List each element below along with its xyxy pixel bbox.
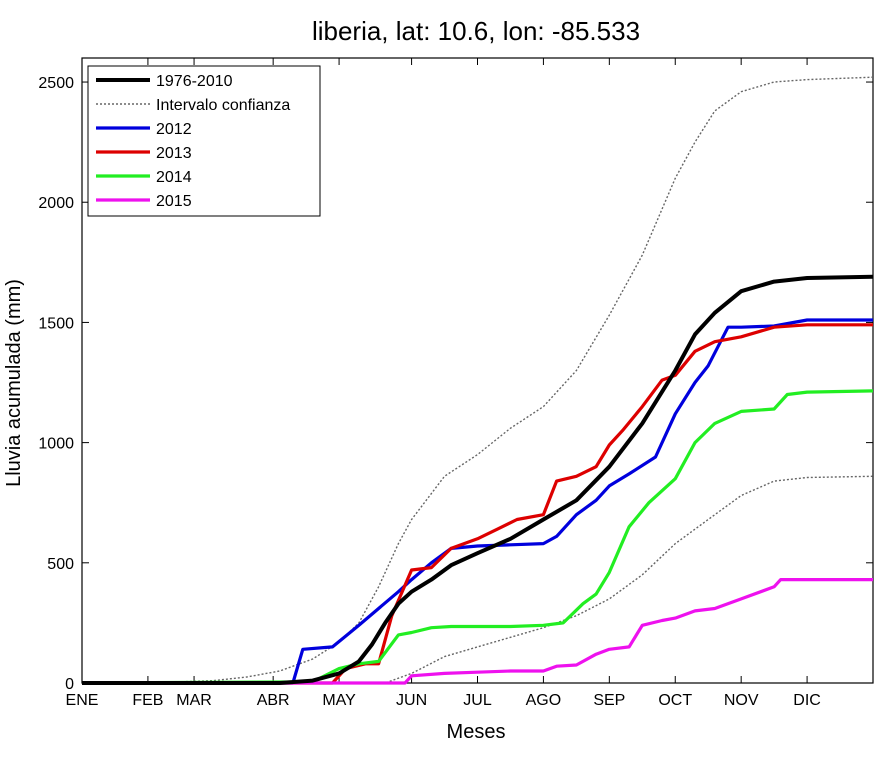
series-line-ci-lower (82, 475, 874, 684)
y-tick-label: 2500 (38, 75, 74, 92)
series-line-1976-2010 (82, 274, 874, 685)
y-tick-label: 500 (47, 556, 74, 573)
legend: 1976-2010 Intervalo confianza 2012 2013 2014… (87, 65, 321, 217)
x-tick-label: OCT (658, 692, 692, 709)
x-tick-label: AGO (526, 692, 562, 709)
legend-label: 2013 (156, 145, 192, 162)
x-tick-label: MAR (176, 692, 212, 709)
x-tick-label: SEP (593, 692, 625, 709)
legend-box (87, 65, 321, 217)
x-tick-label: MAY (322, 692, 356, 709)
x-tick-label: FEB (132, 692, 163, 709)
legend-label: 2012 (156, 121, 192, 138)
y-tick-label: 0 (65, 676, 74, 693)
x-axis-label: Meses (447, 721, 506, 743)
x-tick-label: NOV (724, 692, 759, 709)
y-tick-label: 1000 (38, 436, 74, 453)
plot-area: 0 500 1000 1500 2000 2500 ENE FEB MAR ABR MAY JUN JU… (38, 57, 874, 709)
y-tick-label: 2000 (38, 195, 74, 212)
series-line-2015 (82, 577, 873, 685)
x-tick-label: JUN (396, 692, 427, 709)
y-tick-label: 1500 (38, 315, 74, 332)
chart-title: liberia, lat: 10.6, lon: -85.533 (312, 16, 640, 46)
legend-label: Intervalo confianza (156, 97, 290, 114)
legend-label: 1976-2010 (156, 73, 233, 90)
y-axis-label: Lluvia acumulada (mm) (3, 279, 25, 487)
x-tick-label: DIC (793, 692, 821, 709)
series-line-2012 (82, 318, 873, 685)
x-tick-label: ENE (66, 692, 99, 709)
x-tick-label: JUL (463, 692, 492, 709)
legend-label: 2014 (156, 169, 192, 186)
x-tick-label: ABR (257, 692, 290, 709)
series-line-2013 (82, 323, 873, 685)
legend-label: 2015 (156, 193, 192, 210)
series-line-2014 (81, 389, 874, 685)
